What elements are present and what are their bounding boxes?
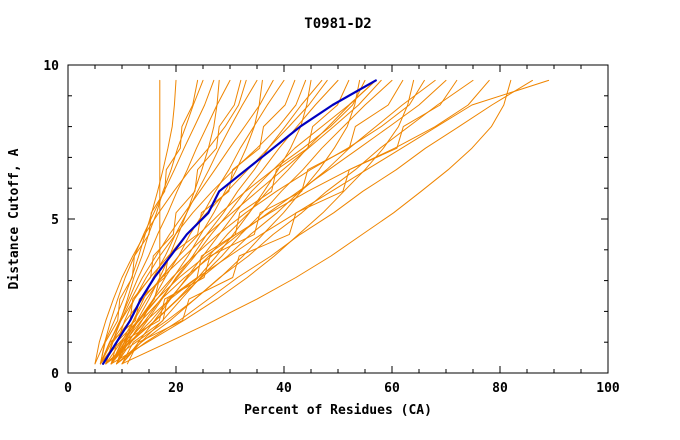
model-series-line (126, 79, 377, 365)
chart-title: T0981-D2 (304, 16, 371, 32)
model-series-line (110, 79, 377, 365)
model-series-line (116, 79, 366, 365)
model-series-line (99, 79, 231, 365)
y-tick-label: 10 (43, 59, 59, 74)
x-tick-label: 100 (596, 381, 620, 396)
model-series-line (94, 79, 247, 365)
model-series-line (99, 79, 215, 365)
x-tick-label: 20 (168, 381, 184, 396)
x-tick-label: 80 (492, 381, 508, 396)
plot-series (94, 79, 550, 365)
x-tick-label: 0 (64, 381, 72, 396)
model-series-line (110, 79, 550, 365)
model-series-line (116, 79, 323, 365)
model-series-line (121, 79, 512, 365)
model-series-line (110, 79, 220, 365)
model-series-line (105, 79, 361, 365)
model-series-line (110, 79, 490, 365)
model-series-line (116, 79, 533, 365)
y-tick-label: 0 (51, 367, 59, 382)
model-series-line (105, 79, 436, 365)
model-series-line (110, 79, 415, 365)
model-series-line (105, 79, 242, 365)
highlight-series-line (101, 79, 377, 365)
y-tick-label: 5 (51, 213, 59, 228)
model-series-line (110, 79, 307, 365)
model-series-line (121, 79, 350, 365)
y-axis-label: Distance Cutoff, A (7, 148, 22, 289)
model-series-line (110, 79, 258, 365)
model-series-line (105, 79, 404, 365)
model-series-line (116, 79, 474, 365)
model-series-line (99, 79, 199, 365)
x-tick-label: 40 (276, 381, 292, 396)
model-series-line (99, 79, 263, 365)
x-axis-label: Percent of Residues (CA) (244, 403, 432, 418)
model-series-line (121, 79, 393, 365)
x-tick-label: 60 (384, 381, 400, 396)
model-series-line (99, 79, 382, 365)
plot-axes: 0 20 40 60 80 100 0 5 10 (43, 59, 620, 396)
